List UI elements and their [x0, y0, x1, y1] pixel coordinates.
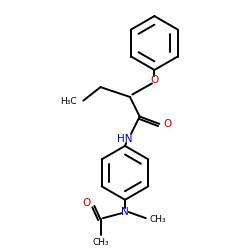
Text: O: O: [163, 119, 171, 129]
Text: HN: HN: [117, 134, 133, 143]
Text: CH₃: CH₃: [92, 238, 109, 247]
Text: H₃C: H₃C: [60, 97, 77, 106]
Text: CH₃: CH₃: [150, 215, 166, 224]
Text: O: O: [150, 75, 158, 85]
Text: N: N: [121, 207, 129, 217]
Text: O: O: [82, 198, 91, 208]
